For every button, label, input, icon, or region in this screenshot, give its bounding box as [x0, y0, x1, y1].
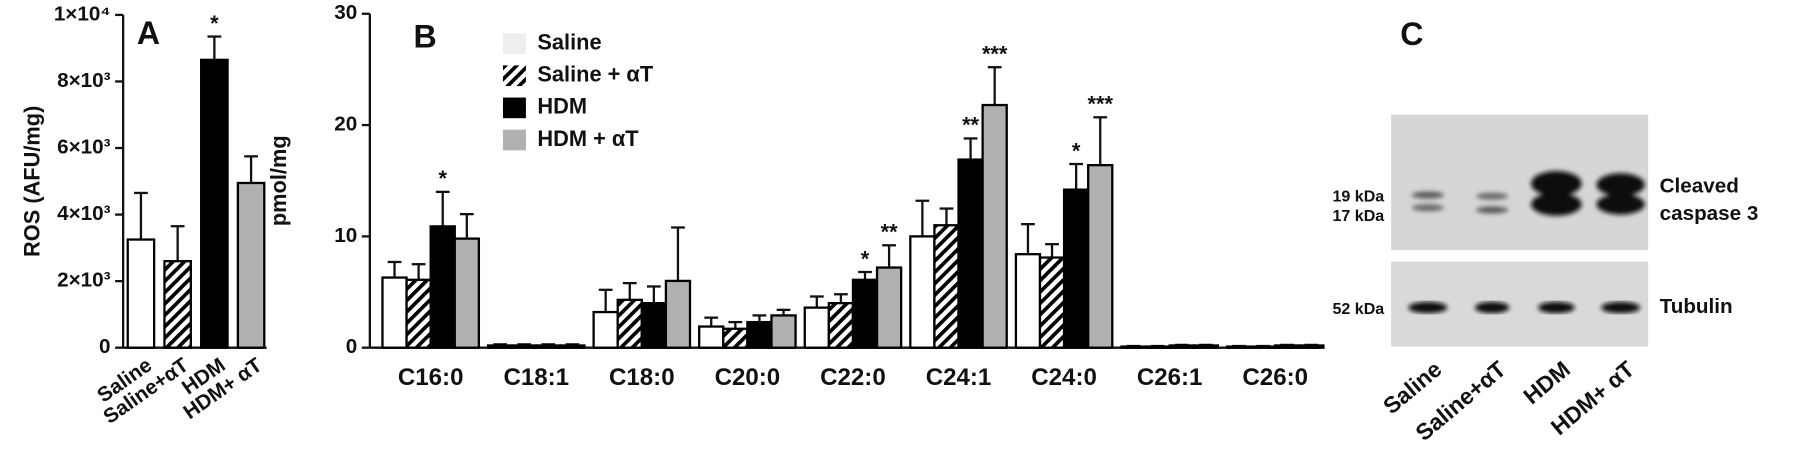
significance: *** [982, 41, 1008, 66]
bar [1249, 345, 1277, 349]
legend-label: HDM + αT [537, 126, 639, 151]
bar [1144, 345, 1171, 349]
x-tick-label: C24:1 [926, 364, 992, 391]
legend-swatch [502, 65, 526, 87]
legend-label: Saline [537, 29, 601, 54]
bar [381, 276, 408, 349]
significance: * [861, 246, 870, 271]
bar [664, 279, 692, 349]
bar [722, 327, 749, 349]
bar [236, 181, 266, 349]
y-tick-label: 8×10³ [57, 69, 110, 92]
bar [698, 325, 725, 349]
y-tick-label: 0 [346, 335, 357, 358]
bar [875, 266, 903, 349]
bar [1062, 188, 1090, 349]
bar [163, 260, 192, 349]
bar [1120, 345, 1147, 349]
x-tick-label: C26:1 [1137, 364, 1203, 391]
marker-label: 19 kDa [1332, 188, 1385, 206]
x-tick-label: C18:1 [503, 364, 569, 391]
significance: * [438, 166, 447, 191]
y-tick-label: 10 [334, 224, 357, 247]
bar [510, 344, 538, 349]
bar [933, 224, 960, 349]
panel-label: A [137, 15, 160, 51]
y-tick-label: 4×10³ [57, 202, 110, 225]
y-tick-label: 6×10³ [57, 135, 110, 158]
bar [535, 344, 562, 349]
bar [1014, 253, 1042, 349]
panel-label: C [1400, 16, 1423, 52]
bar [200, 58, 229, 349]
panel-label: B [413, 18, 436, 54]
significance: * [210, 11, 219, 36]
x-tick-label: C26:0 [1242, 364, 1308, 391]
bar [1087, 164, 1114, 349]
legend-swatch [502, 129, 526, 151]
bar [1274, 344, 1301, 349]
bands-upper [1411, 170, 1645, 216]
bar [981, 103, 1008, 349]
y-axis-label: pmol/mg [266, 135, 291, 226]
bar [1168, 344, 1195, 349]
y-axis-label: ROS (AFU/mg) [19, 106, 44, 257]
target-label: Cleaved [1660, 174, 1739, 197]
x-tick-label: C20:0 [715, 364, 781, 391]
x-tick-label: C18:0 [609, 364, 675, 391]
bar [1225, 345, 1253, 349]
x-tick-label: C22:0 [820, 364, 886, 391]
bar [1038, 256, 1066, 349]
lane-label: HDM [1518, 356, 1575, 410]
blot-panel: C 19 kDa 17 kDa Cleaved caspase 3 52 kDa… [1332, 16, 1758, 446]
bar [559, 344, 586, 349]
bar [486, 344, 514, 349]
bar [616, 298, 643, 349]
bar [429, 225, 456, 349]
legend-swatch [502, 97, 526, 119]
legend-swatch [502, 33, 526, 54]
bar [592, 310, 619, 349]
significance: ** [962, 113, 979, 138]
x-tick-label: C16:0 [398, 364, 464, 391]
bar [957, 158, 984, 349]
significance: * [1072, 138, 1081, 163]
bar [770, 314, 797, 349]
bar [405, 278, 432, 349]
bar [1192, 344, 1220, 349]
y-tick-label: 20 [334, 113, 357, 136]
x-tick-label: C24:0 [1031, 364, 1097, 391]
bar [827, 302, 855, 349]
y-tick-label: 1×10⁴ [54, 2, 111, 25]
bar [851, 278, 879, 349]
target-label: Tubulin [1660, 295, 1733, 318]
y-tick-label: 30 [334, 1, 357, 24]
y-tick-label: 2×10³ [57, 269, 110, 292]
significance: ** [881, 220, 898, 245]
bar [453, 237, 481, 349]
bar [126, 238, 156, 349]
marker-label: 52 kDa [1332, 300, 1385, 318]
target-label: caspase 3 [1660, 202, 1759, 225]
marker-label: 17 kDa [1332, 207, 1385, 225]
bar [640, 302, 668, 349]
bar [909, 235, 936, 349]
significance: *** [1088, 92, 1114, 117]
y-tick-label: 0 [99, 335, 110, 358]
bands-lower [1408, 301, 1641, 314]
bar [803, 306, 831, 349]
bar [1298, 344, 1325, 349]
legend-label: Saline + αT [537, 62, 653, 87]
legend-label: HDM [537, 94, 587, 119]
bar [746, 320, 773, 349]
